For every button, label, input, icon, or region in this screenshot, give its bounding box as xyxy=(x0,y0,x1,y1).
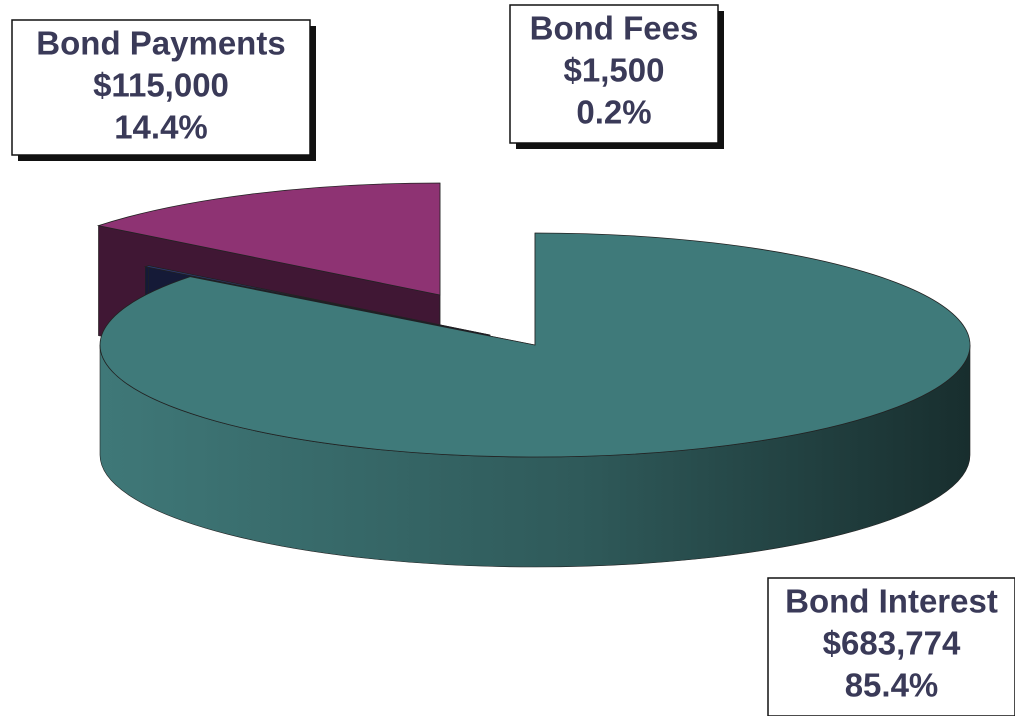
label-box xyxy=(509,4,719,144)
label-name: Bond Payments xyxy=(36,25,285,62)
label-percent: 85.4% xyxy=(845,667,939,704)
label-value: $683,774 xyxy=(823,625,961,662)
label-value: $1,500 xyxy=(564,52,665,89)
label-value: $115,000 xyxy=(93,67,229,104)
slice-top xyxy=(143,265,491,336)
data-label: Bond Payments $115,000 14.4% xyxy=(11,19,316,161)
label-box xyxy=(767,577,1015,716)
label-box xyxy=(11,19,311,156)
label-percent: 0.2% xyxy=(576,94,651,131)
data-label: Bond Fees $1,500 0.2% xyxy=(509,4,724,149)
label-name: Bond Interest xyxy=(785,583,998,620)
pie xyxy=(96,182,971,568)
label-percent: 14.4% xyxy=(114,109,208,146)
slice-top xyxy=(99,232,971,458)
label-name: Bond Fees xyxy=(530,10,699,47)
data-label: Bond Interest $683,774 85.4% xyxy=(767,577,1015,716)
slice-top xyxy=(96,182,441,296)
slice xyxy=(99,232,971,568)
labels: Bond Interest $683,774 85.4% Bond Fees $1,50… xyxy=(11,4,1015,716)
